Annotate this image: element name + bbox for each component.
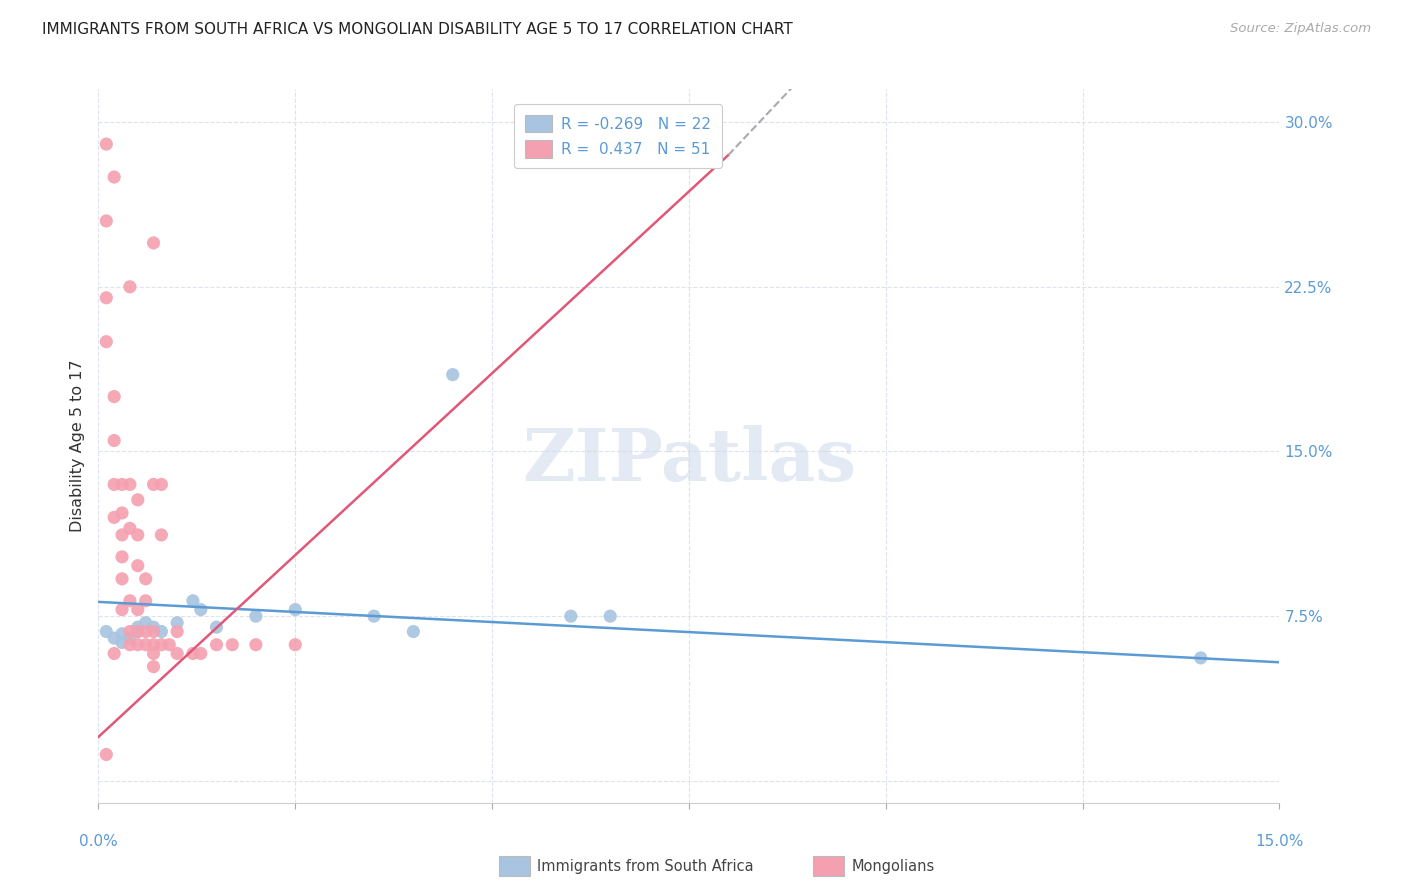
Point — [135, 624, 157, 639]
Point — [150, 528, 173, 542]
Point — [205, 638, 228, 652]
Text: Mongolians: Mongolians — [852, 859, 935, 873]
Point — [166, 615, 188, 630]
Point — [142, 235, 165, 250]
Point — [142, 477, 165, 491]
Point — [245, 638, 267, 652]
Point — [103, 510, 125, 524]
Point — [127, 638, 149, 652]
Point — [103, 647, 125, 661]
Point — [118, 638, 141, 652]
Point — [127, 620, 149, 634]
Point — [118, 624, 141, 639]
Point — [127, 624, 149, 639]
Text: 0.0%: 0.0% — [79, 834, 118, 849]
Point — [111, 602, 134, 616]
Point — [150, 624, 173, 639]
Point — [135, 594, 157, 608]
Point — [135, 572, 157, 586]
Point — [96, 747, 118, 762]
Point — [111, 635, 134, 649]
Point — [142, 620, 165, 634]
Point — [127, 492, 149, 507]
Point — [111, 549, 134, 564]
Point — [166, 624, 188, 639]
Point — [127, 528, 149, 542]
Point — [284, 602, 307, 616]
Point — [599, 609, 621, 624]
Point — [96, 624, 118, 639]
Point — [560, 609, 582, 624]
Point — [190, 647, 212, 661]
Point — [118, 521, 141, 535]
Point — [118, 477, 141, 491]
Point — [190, 602, 212, 616]
Point — [103, 434, 125, 448]
Point — [96, 291, 118, 305]
Point — [111, 626, 134, 640]
Point — [150, 638, 173, 652]
Point — [142, 647, 165, 661]
Point — [142, 638, 165, 652]
Point — [205, 620, 228, 634]
Point — [96, 334, 118, 349]
Point — [157, 638, 180, 652]
Point — [118, 594, 141, 608]
Point — [96, 214, 118, 228]
Text: Immigrants from South Africa: Immigrants from South Africa — [537, 859, 754, 873]
Text: ZIPatlas: ZIPatlas — [522, 425, 856, 496]
Point — [402, 624, 425, 639]
Point — [1189, 651, 1212, 665]
Point — [142, 659, 165, 673]
Point — [103, 477, 125, 491]
Point — [135, 638, 157, 652]
Point — [221, 638, 243, 652]
Legend: R = -0.269   N = 22, R =  0.437   N = 51: R = -0.269 N = 22, R = 0.437 N = 51 — [515, 104, 723, 169]
Point — [118, 631, 141, 645]
Point — [118, 280, 141, 294]
Point — [181, 594, 204, 608]
Point — [142, 624, 165, 639]
Point — [127, 602, 149, 616]
Y-axis label: Disability Age 5 to 17: Disability Age 5 to 17 — [70, 359, 86, 533]
Point — [111, 572, 134, 586]
Point — [103, 169, 125, 184]
Text: IMMIGRANTS FROM SOUTH AFRICA VS MONGOLIAN DISABILITY AGE 5 TO 17 CORRELATION CHA: IMMIGRANTS FROM SOUTH AFRICA VS MONGOLIA… — [42, 22, 793, 37]
Point — [111, 477, 134, 491]
Point — [166, 647, 188, 661]
Point — [284, 638, 307, 652]
Point — [103, 390, 125, 404]
Point — [363, 609, 385, 624]
Point — [127, 558, 149, 573]
Point — [150, 477, 173, 491]
Point — [96, 137, 118, 152]
Point — [181, 647, 204, 661]
Point — [111, 528, 134, 542]
Point — [111, 506, 134, 520]
Point — [441, 368, 464, 382]
Text: Source: ZipAtlas.com: Source: ZipAtlas.com — [1230, 22, 1371, 36]
Point — [103, 631, 125, 645]
Point — [245, 609, 267, 624]
Text: 15.0%: 15.0% — [1256, 834, 1303, 849]
Point — [135, 615, 157, 630]
Point — [127, 624, 149, 639]
